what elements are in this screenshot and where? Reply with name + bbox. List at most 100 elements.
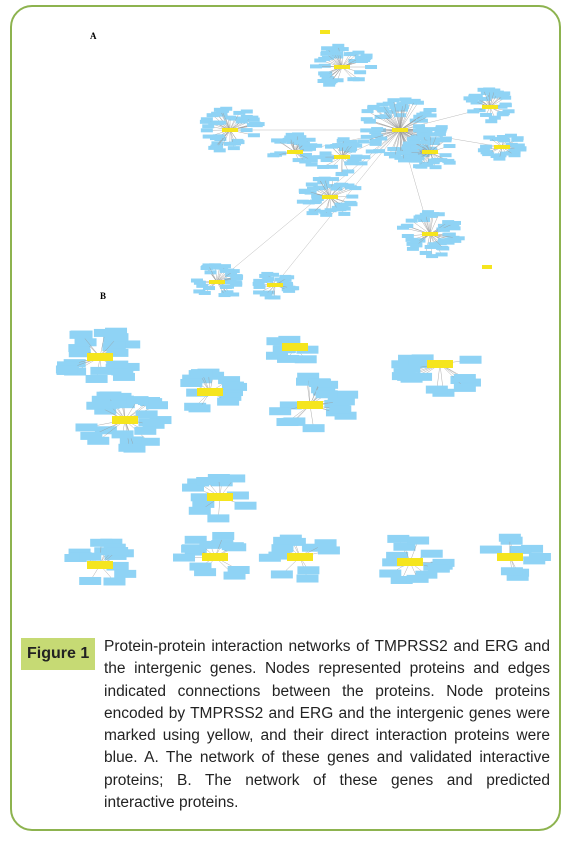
node <box>437 246 450 251</box>
node <box>252 281 265 286</box>
node <box>308 208 321 213</box>
hub-node <box>320 30 330 34</box>
node <box>282 275 295 280</box>
panel-label: A <box>90 31 97 41</box>
figure-frame <box>10 5 561 831</box>
node <box>216 108 229 113</box>
node <box>437 227 450 232</box>
node <box>344 161 357 166</box>
node <box>350 154 363 159</box>
edge <box>399 113 426 131</box>
hub-node <box>207 493 233 501</box>
node <box>443 160 456 165</box>
node <box>224 278 237 283</box>
node <box>467 109 480 114</box>
node <box>200 117 213 122</box>
node <box>55 365 78 374</box>
node <box>523 556 546 565</box>
hub-node <box>202 553 228 561</box>
node <box>307 186 320 191</box>
node <box>259 292 272 297</box>
node <box>435 158 448 163</box>
node <box>424 113 437 118</box>
node <box>401 233 414 238</box>
node <box>299 152 312 157</box>
node <box>500 151 513 156</box>
node <box>181 544 204 553</box>
node <box>500 567 523 576</box>
edge <box>219 109 231 131</box>
node <box>182 483 205 492</box>
node <box>268 295 281 300</box>
node <box>427 564 450 573</box>
edge <box>341 66 354 80</box>
node <box>361 109 374 114</box>
node <box>273 536 296 545</box>
node <box>419 212 432 217</box>
node <box>114 569 137 578</box>
node <box>316 185 329 190</box>
node <box>399 150 412 155</box>
edge <box>341 52 359 68</box>
caption-text: Protein-protein interaction networks of … <box>104 638 550 812</box>
node <box>119 436 142 445</box>
node <box>193 280 206 285</box>
hub-node <box>287 150 303 154</box>
node <box>240 109 253 114</box>
node <box>387 534 410 543</box>
node <box>504 133 517 138</box>
node <box>405 152 418 157</box>
node <box>270 570 293 579</box>
node <box>312 177 325 182</box>
node <box>247 133 260 138</box>
node <box>317 546 340 555</box>
edge <box>483 89 491 108</box>
edge <box>329 196 338 210</box>
edge <box>307 376 311 406</box>
node <box>219 268 232 273</box>
node <box>342 169 355 174</box>
node <box>297 566 320 575</box>
node <box>188 404 211 413</box>
node <box>311 194 324 199</box>
node <box>405 237 418 242</box>
edge <box>394 129 401 157</box>
node <box>317 164 330 169</box>
edge <box>341 139 344 158</box>
node <box>352 50 365 55</box>
node <box>302 424 325 433</box>
edge <box>383 110 401 131</box>
node <box>404 142 417 147</box>
edge <box>318 178 331 198</box>
node <box>233 110 246 115</box>
node <box>323 82 336 87</box>
node <box>346 194 359 199</box>
hub-node <box>482 105 498 109</box>
node <box>343 142 356 147</box>
node <box>435 125 448 130</box>
node <box>417 152 430 157</box>
node <box>410 145 423 150</box>
node <box>266 337 289 346</box>
node <box>497 93 510 98</box>
node <box>320 51 333 56</box>
node <box>453 374 476 383</box>
node <box>211 141 224 146</box>
node <box>506 572 529 581</box>
node <box>336 390 359 399</box>
node <box>336 203 349 208</box>
node <box>499 95 512 100</box>
node <box>332 143 345 148</box>
node <box>388 154 401 159</box>
node <box>327 177 340 182</box>
node <box>279 277 292 282</box>
hub-node <box>222 128 238 132</box>
node <box>137 437 160 446</box>
node <box>112 372 135 381</box>
node <box>318 63 331 68</box>
node <box>420 549 443 558</box>
edge <box>338 45 343 68</box>
edge <box>399 129 405 161</box>
node <box>410 372 433 381</box>
hub-node <box>497 553 523 561</box>
